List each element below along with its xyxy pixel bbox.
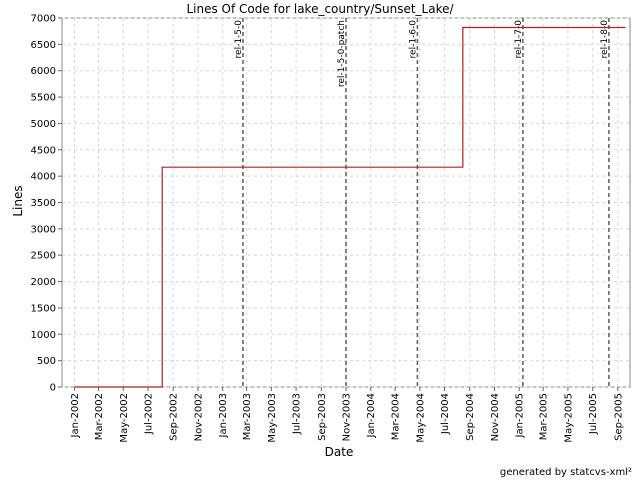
x-tick-label: Mar-2002	[94, 393, 105, 440]
y-tick-label: 6500	[31, 40, 56, 51]
x-tick-label: Jan-2004	[366, 393, 377, 438]
y-tick-label: 3500	[31, 198, 56, 209]
x-tick-label: Mar-2003	[242, 393, 253, 440]
y-tick-label: 5500	[31, 93, 56, 104]
x-tick-label: Jan-2002	[70, 393, 81, 438]
release-marker-label: rel-1-6-0	[408, 20, 418, 59]
y-tick-label: 2000	[31, 277, 56, 288]
x-tick-label: Jan-2003	[218, 393, 229, 438]
x-tick-label: Nov-2004	[490, 393, 501, 441]
x-tick-label: Sep-2003	[317, 393, 328, 441]
y-tick-label: 1500	[31, 303, 56, 314]
x-tick-label: Jul-2004	[440, 393, 451, 435]
x-tick-label: Jul-2003	[292, 393, 303, 435]
x-tick-label: Jul-2002	[144, 393, 155, 435]
x-tick-label: May-2002	[119, 393, 130, 443]
y-tick-label: 7000	[31, 14, 56, 25]
release-marker-label: rel-1-5-0	[234, 20, 244, 59]
y-axis-ticks: 0 500 1000 1500 2000 2500 3000 3500 4000 4500 5000…	[31, 14, 62, 394]
x-tick-label: Sep-2005	[613, 393, 624, 441]
y-tick-label: 5000	[31, 119, 56, 130]
chart-title: Lines Of Code for lake_country/Sunset_La…	[186, 2, 454, 16]
x-tick-label: May-2003	[267, 393, 278, 443]
y-tick-label: 6000	[31, 66, 56, 77]
x-tick-label: May-2005	[563, 393, 574, 443]
x-tick-label: May-2004	[415, 393, 426, 443]
y-axis-label: Lines	[11, 185, 25, 216]
x-tick-label: Jan-2005	[515, 393, 526, 438]
release-marker-label: rel-1-5-0-patch	[337, 20, 347, 87]
x-tick-label: Sep-2002	[169, 393, 180, 441]
x-axis-label: Date	[325, 445, 354, 459]
x-tick-label: Mar-2005	[539, 393, 550, 440]
y-tick-label: 4000	[31, 172, 56, 183]
x-tick-label: Jul-2005	[588, 393, 599, 435]
release-marker-label: rel-1-7-0	[514, 20, 524, 59]
y-tick-label: 2500	[31, 251, 56, 262]
series-group	[74, 26, 626, 388]
y-tick-label: 4500	[31, 145, 56, 156]
y-tick-label: 3000	[31, 224, 56, 235]
x-tick-label: Nov-2003	[342, 393, 353, 441]
x-tick-label: Sep-2004	[465, 393, 476, 441]
x-tick-label: Nov-2002	[193, 393, 204, 441]
y-tick-label: 1000	[31, 330, 56, 341]
x-tick-label: Mar-2004	[391, 393, 402, 440]
release-marker-label: rel-1-8-0	[600, 20, 610, 59]
series-line	[74, 26, 626, 388]
x-axis-ticks: Jan-2002 Mar-2002 May-2002 Jul-2002 Sep-2002…	[70, 387, 624, 443]
release-markers: rel-1-5-0 rel-1-5-0-patch rel-1-6-0 rel-1-7…	[234, 18, 610, 387]
generator-credit: generated by statcvs-xml²	[499, 467, 632, 478]
y-tick-label: 0	[50, 383, 56, 394]
y-tick-label: 500	[37, 356, 56, 367]
